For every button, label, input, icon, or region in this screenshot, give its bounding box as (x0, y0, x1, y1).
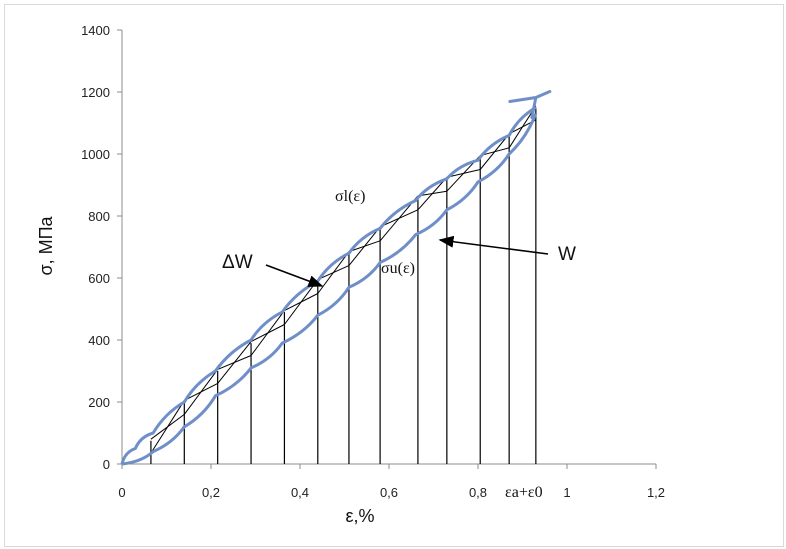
curves (122, 92, 550, 465)
x-tick-label: 0 (118, 485, 125, 500)
upper-curve-label: σl(ε) (335, 188, 365, 205)
hatch-line (184, 369, 217, 414)
x-tick-label: 0,2 (202, 485, 220, 500)
y-tick-label: 1000 (81, 147, 110, 162)
delta-w-label: ΔW (222, 252, 253, 273)
y-tick-label: 400 (88, 333, 110, 348)
lower-curve-label: σu(ε) (381, 260, 415, 277)
x-tick-label: 0,8 (469, 485, 487, 500)
y-tick-label: 600 (88, 271, 110, 286)
strain-amplitude-label: εa+ε0 (505, 484, 543, 501)
y-tick-label: 800 (88, 209, 110, 224)
x-tick-label: 0,6 (380, 485, 398, 500)
x-tick-label: 1,2 (647, 485, 665, 500)
y-tick-label: 1200 (81, 85, 110, 100)
y-tick-label: 200 (88, 395, 110, 410)
axes: 0 0,2 0,4 0,6 0,8 1 1,2 0 200 400 600 800 1000 1200 14… (81, 23, 665, 500)
delta-w-arrow (266, 265, 322, 286)
x-axis-title: ε,% (345, 506, 374, 526)
curve-tip (510, 92, 550, 118)
y-axis-title: σ, МПа (36, 215, 56, 275)
y-tick-label: 0 (103, 457, 110, 472)
y-tick-label: 1400 (81, 23, 110, 38)
x-tick-label: 1 (563, 485, 570, 500)
x-tick-label: 0,4 (291, 485, 309, 500)
w-arrow (440, 240, 548, 254)
w-label: W (558, 244, 576, 265)
